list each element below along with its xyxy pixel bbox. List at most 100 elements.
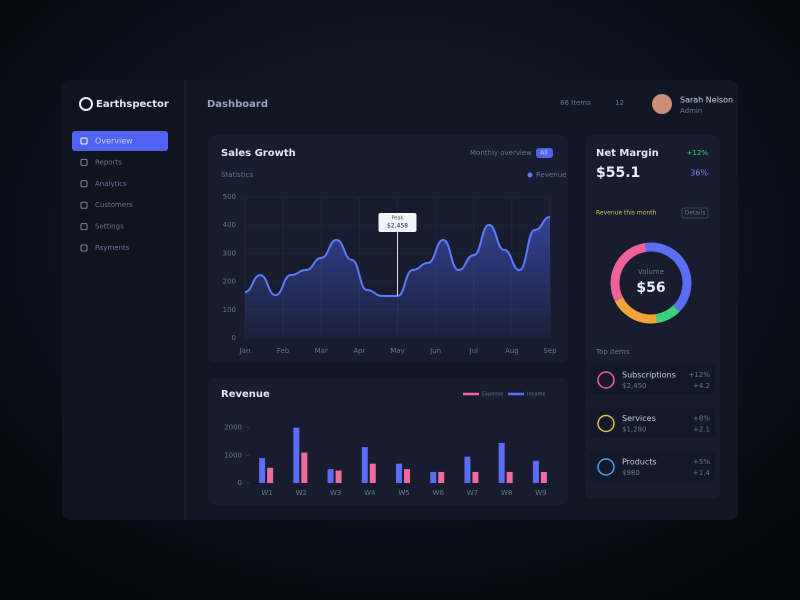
list-value: +8% — [693, 415, 710, 423]
bar — [430, 471, 437, 483]
nav-item[interactable]: Analytics — [95, 180, 127, 188]
legend-label: Expense — [482, 392, 503, 398]
sidebar — [62, 80, 185, 520]
bar — [472, 471, 479, 483]
bar — [540, 471, 547, 483]
nav-icon — [80, 223, 88, 231]
nav-item[interactable]: Overview — [95, 137, 133, 146]
donut-segment — [614, 296, 658, 324]
nav-item[interactable]: Settings — [95, 223, 124, 231]
x-tick-label: W5 — [398, 489, 409, 497]
nav-icon — [80, 201, 88, 209]
y-tick-label: 300 — [223, 249, 236, 257]
bar — [396, 463, 402, 483]
bar — [404, 469, 410, 483]
bar — [506, 471, 513, 483]
filter-button[interactable] — [536, 148, 553, 158]
y-tick-label: 2000 — [224, 424, 242, 432]
list-sub: $980 — [622, 469, 640, 477]
list-sub: $1,280 — [622, 426, 647, 434]
line-title: Sales Growth — [221, 148, 296, 159]
x-tick-label: Jun — [429, 347, 441, 355]
bar — [259, 458, 266, 483]
summary-badge: 36% — [690, 169, 708, 178]
legend-label: Revenue — [536, 171, 567, 179]
list-change: +1.4 — [693, 469, 711, 477]
list-row[interactable] — [590, 407, 715, 438]
logo — [79, 97, 93, 111]
bar — [327, 469, 334, 483]
y-tick-label: 0 — [238, 479, 242, 487]
x-tick-label: W6 — [433, 489, 445, 497]
x-tick-label: May — [390, 347, 404, 355]
y-tick-label: 0 — [232, 334, 236, 342]
bar — [267, 467, 274, 483]
list-value: +12% — [689, 371, 711, 379]
bar — [464, 456, 471, 483]
list-icon — [597, 414, 615, 433]
tooltip-text: $2,458 — [387, 223, 408, 230]
user-role: Admin — [680, 107, 702, 115]
legend-label: Income — [527, 392, 545, 398]
filter[interactable]: Monthly overview — [470, 149, 532, 157]
tooltip-title: Peak — [392, 216, 404, 222]
donut-segment — [610, 242, 647, 302]
details-label: Details — [685, 210, 706, 217]
nav-icon — [80, 137, 88, 145]
y-tick-label: 1000 — [224, 451, 242, 459]
x-tick-label: W3 — [330, 489, 341, 497]
nav-item[interactable]: Reports — [95, 158, 122, 166]
brand: Earthspector — [96, 99, 169, 110]
bar — [301, 452, 308, 483]
list-row[interactable] — [590, 451, 715, 481]
summary-caption: Revenue this month — [596, 210, 657, 217]
y-tick-label: 100 — [223, 306, 236, 314]
nav-icon — [80, 180, 88, 188]
y-tick-label: 500 — [223, 193, 236, 201]
list-name: Subscriptions — [622, 371, 676, 380]
nav-item[interactable]: Payments — [95, 244, 130, 252]
bar — [335, 470, 342, 483]
list-change: +2.1 — [693, 426, 710, 434]
avatar[interactable] — [652, 94, 672, 114]
x-tick-label: Aug — [505, 347, 519, 355]
donut-segment — [644, 242, 692, 312]
nav-item[interactable]: Customers — [95, 201, 133, 209]
line-area — [245, 217, 550, 338]
summary-delta: +12% — [687, 149, 709, 157]
bar — [361, 447, 368, 483]
donut-segment — [655, 305, 680, 324]
user-name: Sarah Nelson — [680, 96, 733, 105]
bar — [369, 463, 376, 483]
list-row[interactable] — [590, 364, 715, 394]
x-tick-label: W1 — [261, 489, 272, 497]
summary-title: Net Margin — [596, 148, 659, 159]
bar — [532, 460, 539, 483]
bar — [438, 471, 445, 483]
list-sub: $2,450 — [622, 382, 647, 390]
x-tick-label: W8 — [501, 489, 512, 497]
x-tick-label: W4 — [364, 489, 376, 497]
list-icon — [597, 371, 615, 389]
donut-center: $56 — [636, 280, 665, 296]
summary-value: $55.1 — [596, 165, 640, 181]
list-name: Products — [622, 458, 657, 467]
nav-active[interactable] — [72, 131, 168, 151]
bar-title: Revenue — [221, 389, 270, 400]
bar — [293, 427, 300, 483]
x-tick-label: Feb — [277, 347, 290, 355]
x-tick-label: Sep — [543, 347, 557, 355]
x-tick-label: Jan — [239, 347, 251, 355]
x-tick-label: Apr — [353, 347, 365, 355]
nav-icon — [80, 244, 88, 252]
line-subtitle: Statistics — [221, 171, 253, 179]
page-title: Dashboard — [207, 99, 268, 110]
y-tick-label: 400 — [223, 221, 236, 229]
x-tick-label: W2 — [296, 489, 307, 497]
donut-title: Volume — [638, 268, 664, 276]
list-name: Services — [622, 414, 656, 423]
x-tick-label: W9 — [535, 489, 546, 497]
details-button[interactable] — [681, 207, 709, 219]
x-tick-label: Mar — [315, 347, 328, 355]
